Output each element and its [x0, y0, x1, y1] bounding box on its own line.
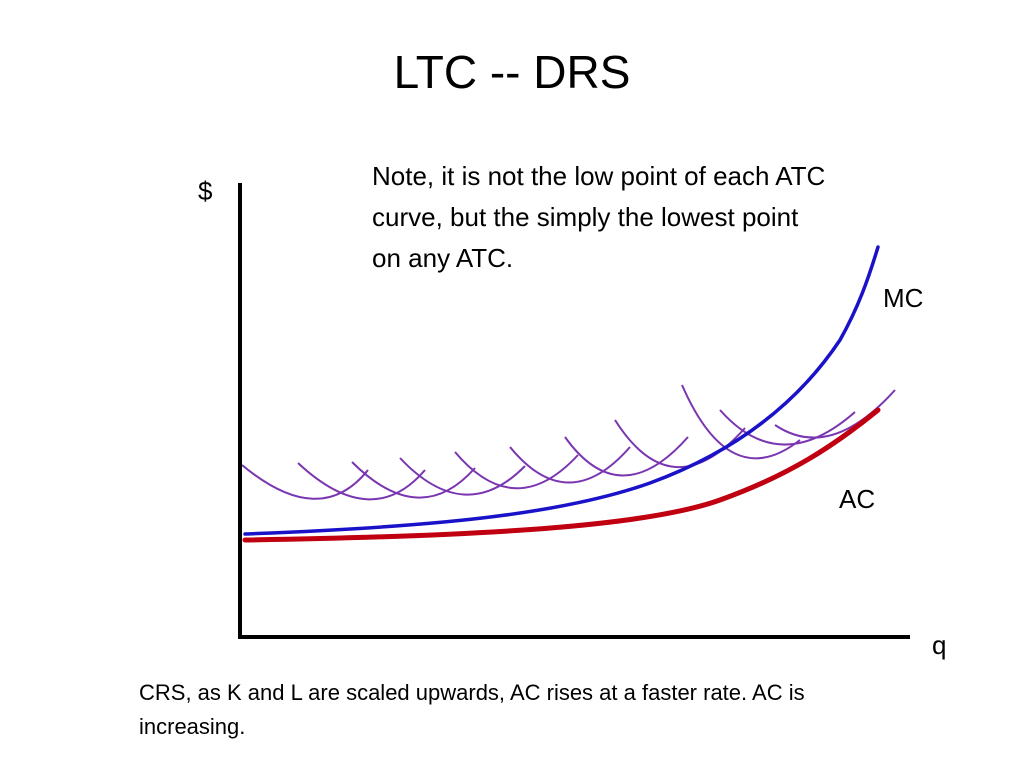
- atc-curve: [774, 389, 896, 439]
- atc-curve: [614, 419, 746, 468]
- footer-line: CRS, as K and L are scaled upwards, AC r…: [139, 680, 805, 705]
- ac-curve-label: AC: [839, 484, 876, 514]
- atc-curve: [681, 384, 801, 460]
- note-line: Note, it is not the low point of each AT…: [372, 161, 826, 191]
- atc-curve: [564, 436, 689, 477]
- x-axis-label: q: [932, 630, 947, 660]
- atc-curve: [241, 464, 369, 500]
- note-line: on any ATC.: [372, 243, 514, 273]
- mc-curve-label: MC: [883, 283, 924, 313]
- atc-curve: [454, 451, 579, 490]
- atc-curve: [399, 457, 526, 496]
- atc-curve: [297, 462, 426, 501]
- footer-text: CRS, as K and L are scaled upwards, AC r…: [139, 676, 959, 744]
- atc-curve: [719, 409, 856, 446]
- note-line: curve, but the simply the lowest point: [372, 202, 799, 232]
- atc-curve: [351, 461, 476, 499]
- long-run-ac-curve: [242, 407, 881, 543]
- note-text: Note, it is not the low point of each AT…: [372, 156, 932, 279]
- short-run-atc-curves: [241, 384, 896, 501]
- y-axis-label: $: [198, 176, 213, 206]
- slide-title: LTC -- DRS: [393, 46, 631, 98]
- footer-line: increasing.: [139, 714, 246, 739]
- long-run-mc-curve: [243, 245, 880, 536]
- atc-curve: [509, 446, 631, 484]
